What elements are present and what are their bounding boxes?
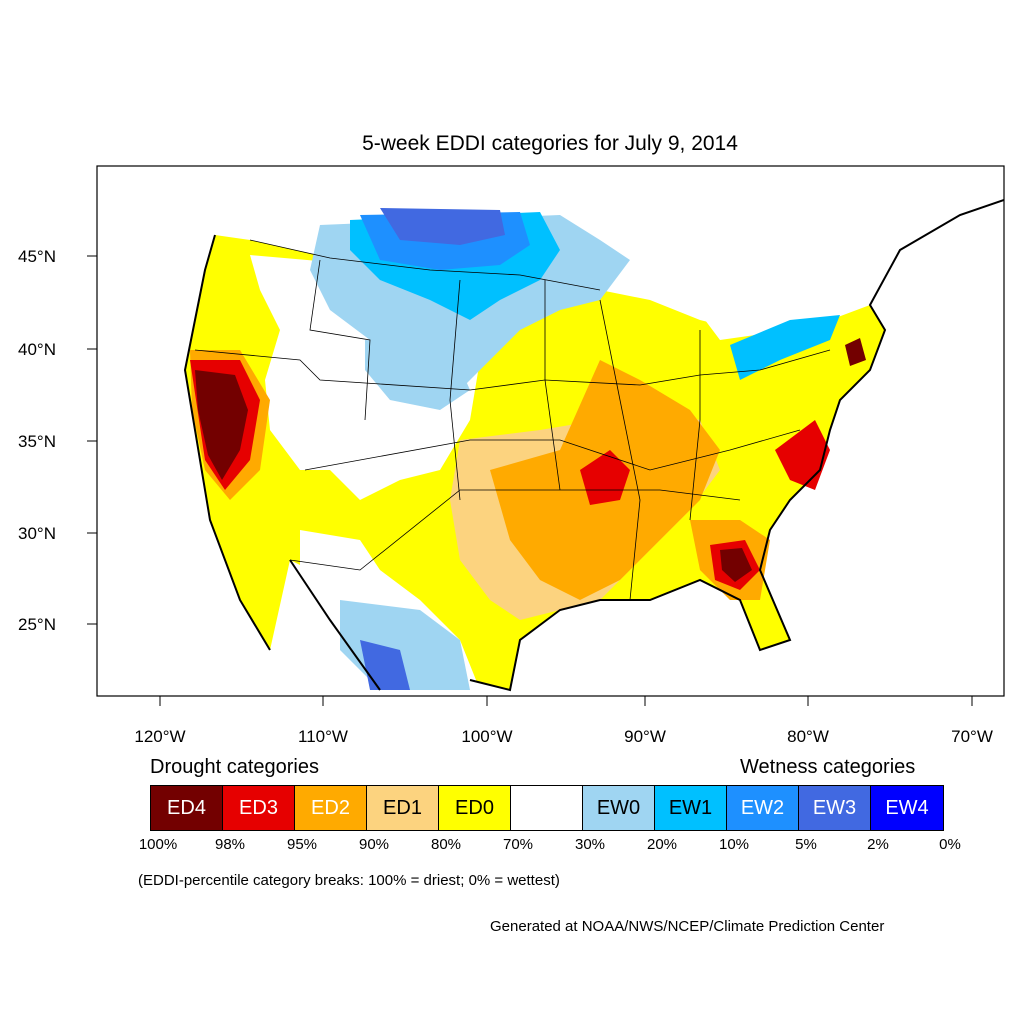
coastline — [183, 199, 1004, 692]
legend-break-label: 0% — [939, 836, 961, 853]
region-ed4-georgia — [720, 548, 752, 582]
legend-box-ed1: ED1 — [367, 786, 439, 830]
wetness-categories-label: Wetness categories — [740, 756, 916, 778]
x-tick-label: 110°W — [298, 727, 348, 746]
region-ew3-baja — [360, 640, 410, 690]
legend-break-label: 95% — [286, 836, 318, 853]
map-title: 5-week EDDI categories for July 9, 2014 — [362, 132, 738, 155]
y-tick-label: 35°N — [18, 432, 56, 451]
legend-colorbar: ED4 ED3 ED2 ED1 ED0 EW0 EW1 EW2 EW3 EW4 — [150, 785, 944, 831]
region-near-normal-northeast — [680, 210, 830, 340]
legend-box-ed4: ED4 — [151, 786, 223, 830]
x-tick-label: 70°W — [951, 727, 993, 746]
region-ew3-north — [380, 208, 505, 245]
legend-break-label: 10% — [718, 836, 750, 853]
x-tick-label: 100°W — [461, 727, 513, 746]
legend-break-label: 2% — [867, 836, 889, 853]
region-ew0-plains — [365, 340, 470, 410]
boundaries — [194, 239, 831, 601]
map-frame — [96, 165, 1005, 697]
legend-break-label: 70% — [502, 836, 534, 853]
y-tick-label: 45°N — [18, 247, 56, 266]
legend-box-ew4: EW4 — [871, 786, 943, 830]
x-tick-label: 120°W — [134, 727, 186, 746]
region-ew1-lakes — [730, 315, 840, 380]
tick-marks — [87, 255, 973, 706]
legend-break-label: 20% — [646, 836, 678, 853]
legend-box-ed2: ED2 — [295, 786, 367, 830]
category-note: (EDDI-percentile category breaks: 100% =… — [138, 872, 560, 889]
region-ed4-california — [195, 370, 248, 480]
y-tick-label: 40°N — [18, 340, 56, 359]
x-tick-label: 90°W — [624, 727, 666, 746]
x-tick-label: 80°W — [787, 727, 829, 746]
region-ed4-northeast — [845, 338, 866, 366]
y-tick-label: 25°N — [18, 615, 56, 634]
legend-box-ew1: EW1 — [655, 786, 727, 830]
legend-box-ed3: ED3 — [223, 786, 295, 830]
legend-break-label: 30% — [574, 836, 606, 853]
legend-box-ew3: EW3 — [799, 786, 871, 830]
legend-break-label: 80% — [430, 836, 462, 853]
legend-box-ed0: ED0 — [439, 786, 511, 830]
legend-break-label: 98% — [214, 836, 246, 853]
legend-break-label: 100% — [138, 836, 178, 853]
legend-box-ew2: EW2 — [727, 786, 799, 830]
credit-line: Generated at NOAA/NWS/NCEP/Climate Predi… — [490, 918, 885, 935]
legend-break-label: 5% — [795, 836, 817, 853]
legend-box-ew0: EW0 — [583, 786, 655, 830]
region-ed3-missouri — [580, 450, 630, 505]
drought-categories-label: Drought categories — [150, 756, 319, 778]
legend-break-label: 90% — [358, 836, 390, 853]
legend-box-normal — [511, 786, 583, 830]
y-tick-label: 30°N — [18, 524, 56, 543]
map-layer — [97, 166, 1004, 696]
